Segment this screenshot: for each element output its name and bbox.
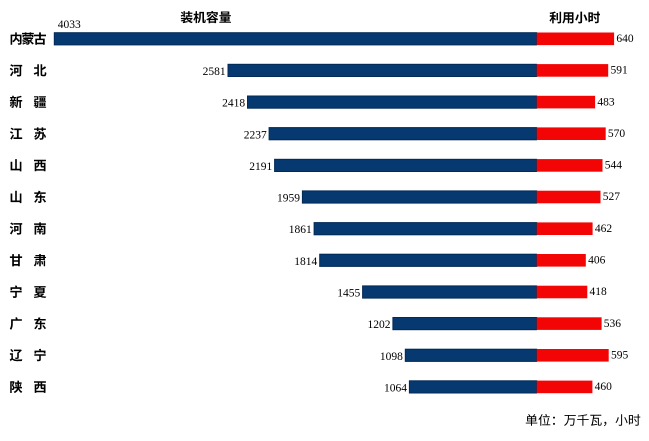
svg-text:460: 460 [595,381,613,393]
svg-text:570: 570 [608,128,626,140]
svg-text:527: 527 [603,191,621,203]
svg-text:1959: 1959 [277,193,300,205]
svg-text:2191: 2191 [249,161,272,173]
svg-text:1814: 1814 [294,256,317,268]
svg-text:595: 595 [611,350,629,362]
svg-text:536: 536 [604,318,622,330]
svg-text:1861: 1861 [289,224,312,236]
svg-text:1202: 1202 [368,319,391,331]
svg-text:406: 406 [588,255,606,267]
svg-text:2237: 2237 [244,129,267,141]
svg-text:418: 418 [590,286,608,298]
svg-text:2581: 2581 [203,66,226,78]
svg-text:1455: 1455 [337,288,360,300]
svg-text:640: 640 [616,33,634,45]
svg-text:2418: 2418 [222,98,245,110]
svg-text:483: 483 [597,96,615,108]
svg-text:462: 462 [595,223,613,235]
svg-text:1064: 1064 [384,383,407,395]
svg-text:4033: 4033 [58,19,81,31]
svg-text:1098: 1098 [380,351,403,363]
svg-text:591: 591 [611,65,629,77]
svg-text:544: 544 [605,160,623,172]
